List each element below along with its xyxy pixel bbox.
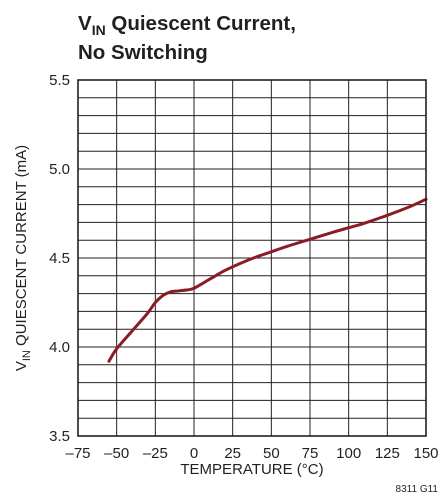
y-axis-label-v: V — [13, 361, 30, 371]
x-tick-label: –25 — [143, 445, 168, 462]
x-axis-label: TEMPERATURE (°C) — [180, 461, 323, 478]
x-tick-label: –75 — [65, 445, 90, 462]
y-tick-label: 5.5 — [49, 72, 70, 89]
x-tick-label: 150 — [413, 445, 438, 462]
x-tick-label: 0 — [190, 445, 198, 462]
x-tick-label: –50 — [104, 445, 129, 462]
y-axis-label-rest: QUIESCENT CURRENT (mA) — [13, 145, 30, 350]
x-tick-labels: –75 –50 –25 0 25 50 75 100 125 150 — [65, 445, 438, 462]
x-tick-label: 75 — [302, 445, 319, 462]
x-tick-label: 100 — [336, 445, 361, 462]
chart-title-line-1: VIN Quiescent Current, — [78, 12, 296, 38]
figure-id: 8311 G11 — [396, 484, 439, 495]
series-line — [107, 197, 428, 363]
y-tick-label: 4.0 — [49, 339, 70, 356]
series-lines — [107, 197, 428, 363]
x-tick-label: 125 — [375, 445, 400, 462]
y-tick-label: 5.0 — [49, 161, 70, 178]
chart-title-v: V — [78, 12, 92, 35]
y-tick-label: 3.5 — [49, 428, 70, 445]
plot-frame — [77, 79, 427, 437]
x-tick-label: 25 — [224, 445, 241, 462]
chart-title-rest: Quiescent Current, — [106, 12, 296, 35]
chart-title-line-2: No Switching — [78, 41, 208, 64]
chart-title-subscript: IN — [92, 22, 106, 38]
y-tick-label: 4.5 — [49, 250, 70, 267]
y-axis-label: VIN QUIESCENT CURRENT (mA) — [13, 145, 33, 371]
x-tick-label: 50 — [263, 445, 280, 462]
y-axis-label-subscript: IN — [21, 350, 33, 361]
y-tick-labels: 3.5 4.0 4.5 5.0 5.5 — [49, 72, 70, 445]
